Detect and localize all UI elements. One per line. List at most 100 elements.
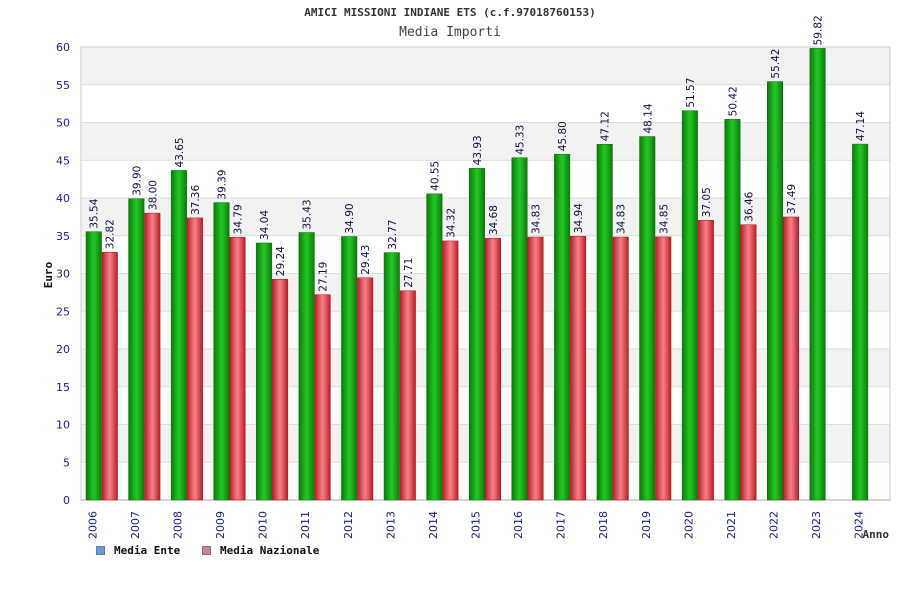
grid-band: [81, 160, 890, 198]
bar-media-ente: [639, 136, 656, 501]
x-tick-label: 2014: [427, 511, 440, 539]
bar-media-nazionale: [612, 236, 629, 501]
y-tick-label: 10: [56, 419, 70, 432]
y-tick-label: 30: [56, 268, 70, 281]
data-label: 59.82: [813, 15, 825, 45]
bar-media-nazionale: [655, 236, 672, 501]
x-tick-label: 2008: [171, 511, 184, 539]
y-tick-label: 45: [56, 154, 70, 167]
data-label: 47.14: [855, 111, 867, 141]
legend-label-ente: Media Ente: [114, 543, 181, 557]
y-tick-label: 5: [63, 456, 70, 469]
data-label: 45.80: [557, 121, 569, 151]
data-label: 45.33: [515, 125, 527, 155]
x-tick-label: 2013: [384, 511, 397, 539]
x-tick-label: 2011: [299, 511, 312, 539]
bar-media-ente: [596, 143, 613, 501]
data-label: 34.79: [232, 204, 244, 234]
bar-media-nazionale: [697, 220, 714, 501]
data-label: 48.14: [642, 103, 654, 133]
bar-media-ente: [681, 110, 698, 501]
y-tick-label: 15: [56, 381, 70, 394]
data-label: 50.42: [727, 86, 739, 116]
bar-media-nazionale: [527, 236, 544, 501]
bar-media-ente: [468, 168, 485, 501]
y-tick-label: 40: [56, 192, 70, 205]
data-label: 34.94: [573, 203, 585, 233]
data-label: 34.83: [531, 204, 543, 234]
data-label: 43.93: [472, 135, 484, 165]
data-label: 34.90: [344, 203, 356, 233]
bar-media-nazionale: [484, 237, 501, 501]
x-tick-label: 2019: [640, 511, 653, 539]
data-label: 37.49: [786, 184, 798, 214]
bar-media-ente: [85, 231, 102, 501]
y-tick-label: 35: [56, 230, 70, 243]
x-tick-label: 2017: [555, 511, 568, 539]
bar-media-nazionale: [442, 240, 459, 501]
bar-media-ente: [554, 153, 571, 501]
data-label: 27.71: [403, 258, 415, 288]
data-label: 43.65: [174, 137, 186, 167]
bar-media-ente: [511, 157, 528, 501]
data-label: 51.57: [685, 78, 697, 108]
y-tick-label: 60: [56, 41, 70, 54]
data-label: 40.55: [429, 161, 441, 191]
x-tick-label: 2007: [129, 511, 142, 539]
bar-media-ente: [383, 252, 400, 501]
x-tick-label: 2009: [214, 511, 227, 539]
y-axis-label: Euro: [42, 261, 55, 288]
y-tick-label: 20: [56, 343, 70, 356]
bar-media-ente: [724, 119, 741, 501]
bar-media-ente: [170, 170, 187, 501]
grid-band: [81, 122, 890, 161]
x-tick-label: 2020: [682, 511, 695, 539]
data-label: 37.36: [190, 185, 202, 215]
data-label: 32.82: [105, 219, 117, 249]
bars: 35.54 32.82 39.90 38.00 43.65 37.36 39.39 34.79…: [85, 15, 869, 501]
x-tick-label: 2022: [768, 511, 781, 539]
legend-item-ente: Media Ente: [96, 543, 180, 557]
data-label: 39.90: [131, 166, 143, 196]
data-label: 34.32: [445, 208, 457, 238]
x-tick-label: 2010: [257, 511, 270, 539]
data-label: 39.39: [216, 170, 228, 200]
bar-media-nazionale: [783, 216, 800, 501]
bar-media-nazionale: [229, 237, 246, 501]
bar-media-ente: [341, 236, 358, 501]
bar-media-nazionale: [101, 251, 118, 501]
legend-swatch-ente: [96, 545, 105, 555]
data-label: 34.04: [259, 210, 271, 240]
bar-media-nazionale: [740, 224, 757, 501]
data-label: 55.42: [770, 49, 782, 79]
bar-media-ente: [809, 48, 826, 501]
bar-media-ente: [256, 242, 273, 501]
x-tick-label: 2012: [342, 511, 355, 539]
bar-media-ente: [213, 202, 230, 501]
data-label: 34.85: [658, 204, 670, 234]
data-label: 34.68: [488, 205, 500, 235]
x-axis-label: Anno: [863, 528, 890, 541]
bar-media-ente: [128, 198, 145, 501]
data-label: 29.43: [360, 245, 372, 275]
x-tick-label: 2006: [86, 511, 99, 539]
x-tick-label: 2021: [725, 511, 738, 539]
chart-subtitle: Media Importi: [399, 25, 501, 40]
y-tick-label: 55: [56, 79, 70, 92]
y-axis: 0 5 10 15 20 25 30 35 40 45 50 55 60: [56, 41, 70, 507]
x-tick-label: 2024: [853, 511, 866, 539]
bar-media-nazionale: [357, 277, 374, 501]
grid-band: [81, 47, 890, 85]
bar-media-ente: [767, 81, 784, 501]
grid-band: [81, 84, 890, 123]
bar-media-nazionale: [570, 235, 587, 501]
data-label: 47.12: [600, 111, 612, 141]
y-tick-label: 50: [56, 117, 70, 130]
bar-media-nazionale: [144, 212, 161, 501]
bar-media-nazionale: [399, 290, 416, 501]
bar-media-nazionale: [314, 294, 331, 501]
data-label: 29.24: [275, 246, 287, 276]
data-label: 34.83: [616, 204, 628, 234]
legend-swatch-nazionale: [202, 545, 211, 555]
